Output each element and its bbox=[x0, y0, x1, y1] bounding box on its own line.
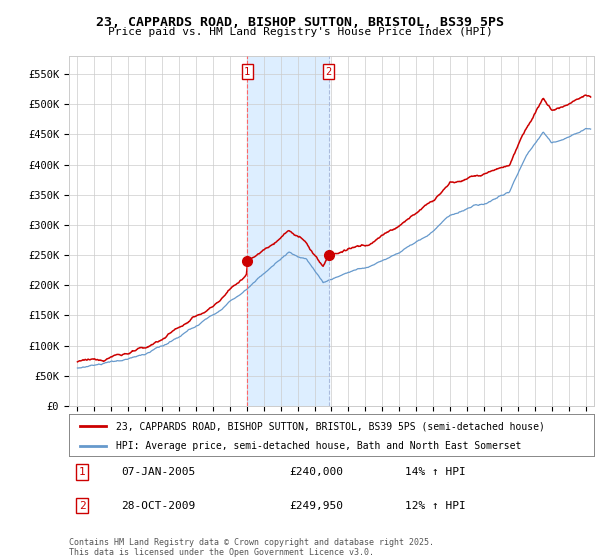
Text: 12% ↑ HPI: 12% ↑ HPI bbox=[405, 501, 466, 511]
Text: £240,000: £240,000 bbox=[290, 467, 343, 477]
Text: HPI: Average price, semi-detached house, Bath and North East Somerset: HPI: Average price, semi-detached house,… bbox=[116, 441, 521, 451]
Bar bbox=[247, 56, 329, 406]
Text: £249,950: £249,950 bbox=[290, 501, 343, 511]
Text: 28-OCT-2009: 28-OCT-2009 bbox=[121, 501, 196, 511]
Text: 23, CAPPARDS ROAD, BISHOP SUTTON, BRISTOL, BS39 5PS: 23, CAPPARDS ROAD, BISHOP SUTTON, BRISTO… bbox=[96, 16, 504, 29]
Text: Price paid vs. HM Land Registry's House Price Index (HPI): Price paid vs. HM Land Registry's House … bbox=[107, 27, 493, 37]
Text: 07-JAN-2005: 07-JAN-2005 bbox=[121, 467, 196, 477]
Text: 14% ↑ HPI: 14% ↑ HPI bbox=[405, 467, 466, 477]
Text: 23, CAPPARDS ROAD, BISHOP SUTTON, BRISTOL, BS39 5PS (semi-detached house): 23, CAPPARDS ROAD, BISHOP SUTTON, BRISTO… bbox=[116, 421, 545, 431]
Text: 2: 2 bbox=[325, 67, 332, 77]
Text: 2: 2 bbox=[79, 501, 86, 511]
Text: 1: 1 bbox=[79, 467, 86, 477]
Text: Contains HM Land Registry data © Crown copyright and database right 2025.
This d: Contains HM Land Registry data © Crown c… bbox=[69, 538, 434, 557]
Text: 1: 1 bbox=[244, 67, 250, 77]
